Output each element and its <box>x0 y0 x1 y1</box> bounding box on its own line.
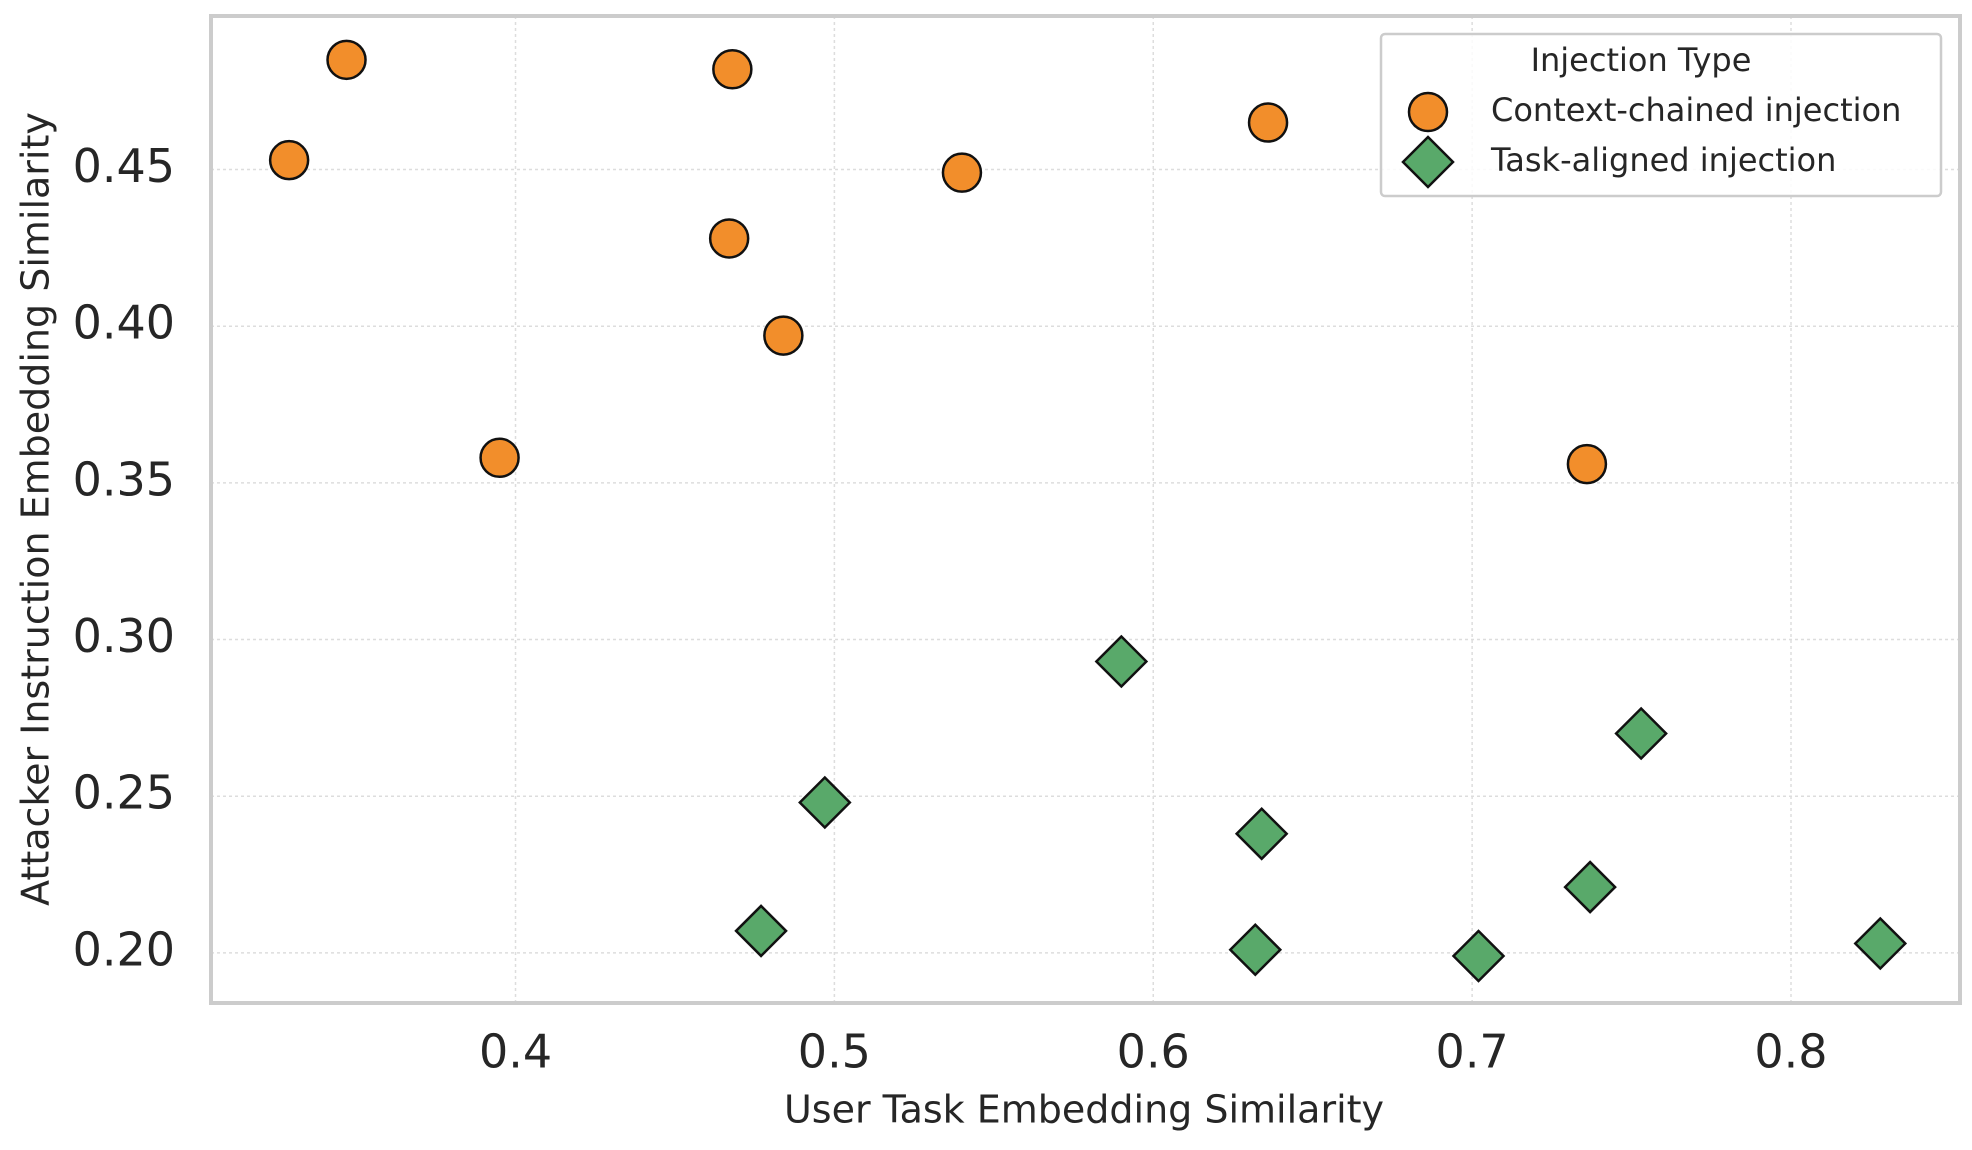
point <box>1566 443 1608 485</box>
point <box>1228 922 1283 977</box>
y-tick-label: 0.45 <box>73 139 175 193</box>
point <box>268 139 310 181</box>
point <box>1563 860 1617 914</box>
y-tick-label: 0.20 <box>73 922 175 976</box>
legend-marker <box>1407 91 1449 133</box>
point <box>326 39 367 81</box>
y-tick-label: 0.25 <box>73 766 175 820</box>
point <box>1234 807 1289 861</box>
point <box>734 904 788 958</box>
point <box>708 218 750 259</box>
point <box>1614 706 1668 761</box>
y-tick-label: 0.30 <box>73 609 175 663</box>
legend: Injection Type Context-chained injection T… <box>1379 32 1943 198</box>
point <box>763 315 804 356</box>
x-tick-label: 0.7 <box>1436 1025 1509 1079</box>
point <box>1853 916 1908 971</box>
y-tick-label: 0.35 <box>73 452 175 506</box>
legend-title: Injection Type <box>1531 41 1752 79</box>
y-tick-label: 0.40 <box>73 296 175 350</box>
point <box>479 437 520 479</box>
plot-frame <box>209 14 1962 1005</box>
legend-marker <box>1401 135 1455 189</box>
legend-label: Task-aligned injection <box>1490 141 1836 179</box>
point <box>1094 634 1149 689</box>
legend-box <box>1379 32 1943 198</box>
point <box>941 152 983 193</box>
point <box>712 49 753 90</box>
point <box>1247 102 1289 143</box>
x-tick-label: 0.4 <box>479 1025 552 1079</box>
x-tick-label: 0.8 <box>1754 1025 1827 1079</box>
x-tick-label: 0.6 <box>1117 1025 1190 1079</box>
x-tick-label: 0.5 <box>798 1025 871 1079</box>
point <box>798 775 852 830</box>
legend-label: Context-chained injection <box>1491 91 1901 129</box>
x-axis-label: User Task Embedding Similarity <box>784 1088 1384 1132</box>
point <box>1451 929 1506 983</box>
y-axis-label: Attacker Instruction Embedding Similarit… <box>14 112 58 906</box>
